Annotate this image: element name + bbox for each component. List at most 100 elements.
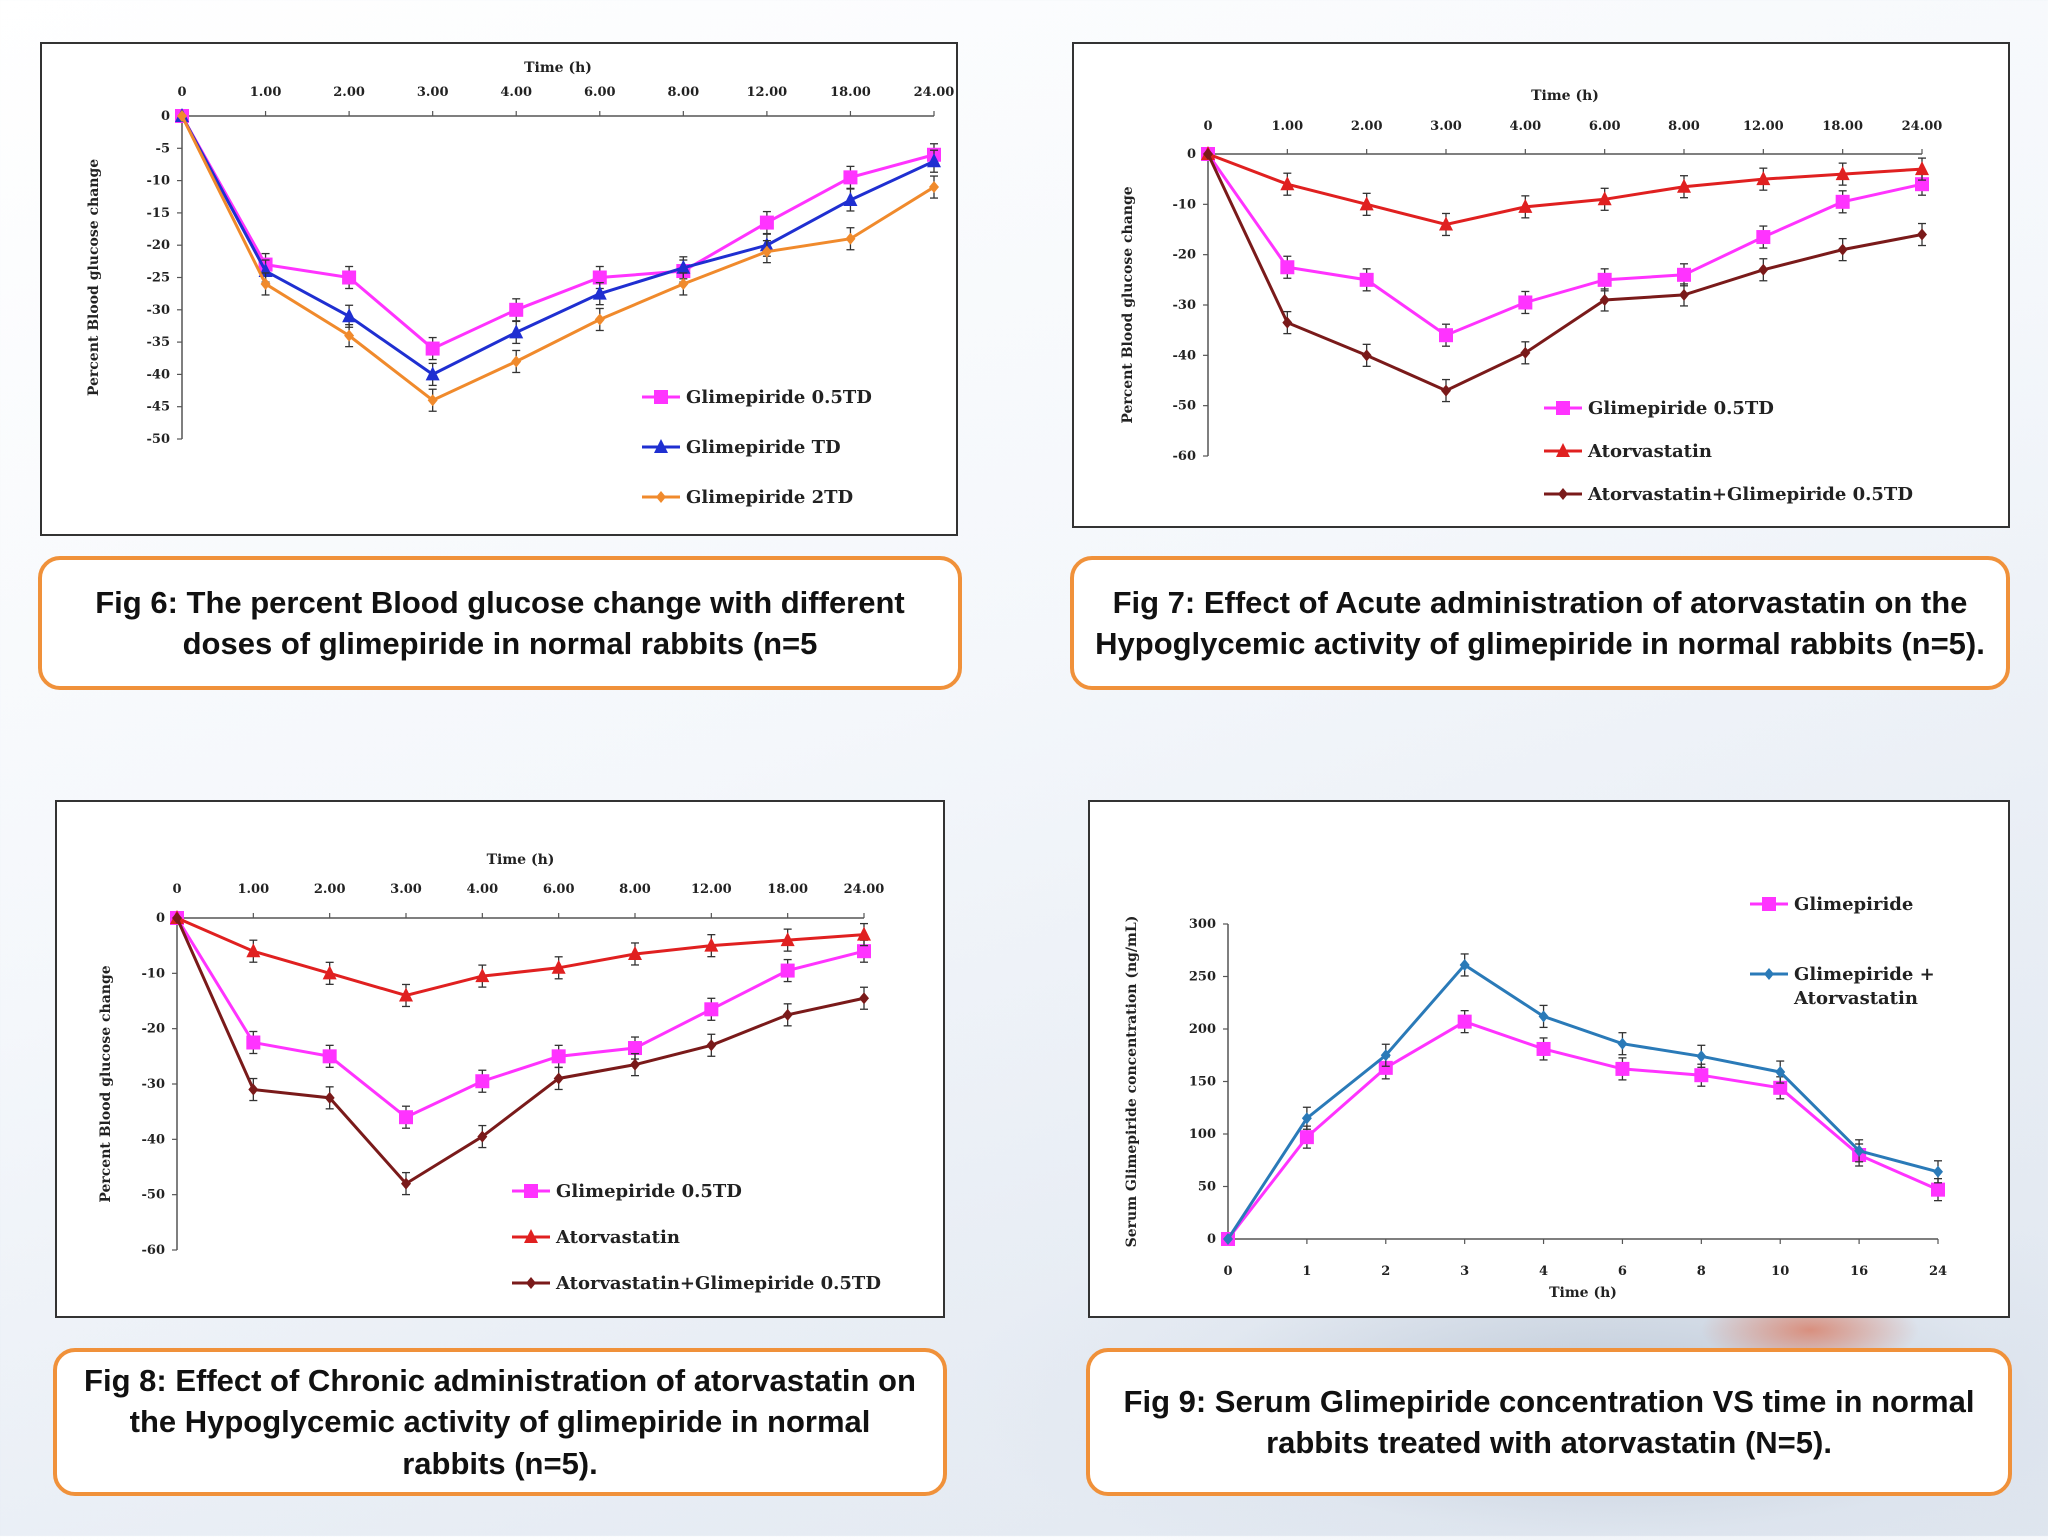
fig6-data-point (425, 366, 440, 381)
fig9-ytick-label: 250 (1189, 970, 1216, 985)
fig9-data-point (1536, 1041, 1551, 1056)
fig9-data-point (1933, 1165, 1943, 1178)
fig9-xtick-label: 4 (1539, 1264, 1548, 1279)
fig7-xtick-label: 8.00 (1668, 119, 1700, 134)
fig6-data-point (511, 355, 522, 368)
fig6-data-point (929, 181, 939, 194)
fig7-ytick-label: -50 (1173, 399, 1197, 414)
fig9-data-point (1459, 958, 1470, 971)
fig8-data-point (630, 1058, 640, 1071)
fig6-data-point (594, 313, 605, 326)
fig8-data-point (706, 1039, 717, 1052)
fig9-data-point (1615, 1061, 1630, 1076)
fig8-series-line (176, 916, 865, 998)
fig8-legend-marker (524, 1229, 538, 1243)
fig6-data-point (425, 341, 440, 356)
fig7-data-point (1758, 263, 1769, 276)
fig7-legend-label: Atorvastatin (1587, 441, 1712, 462)
fig7-data-point (1835, 194, 1850, 209)
fig6-data-point (843, 170, 858, 185)
fig7-ytick-label: -40 (1173, 348, 1197, 363)
fig6-ytick-label: -40 (147, 367, 171, 382)
fig6-x-title: Time (h) (524, 60, 592, 76)
fig8-ytick-label: -40 (142, 1132, 166, 1147)
fig8-xtick-label: 1.00 (237, 882, 269, 897)
fig6-xtick-label: 18.00 (830, 85, 871, 100)
fig6-ytick-label: -20 (147, 238, 171, 253)
fig8-data-point (246, 943, 261, 958)
fig8-data-point (475, 968, 490, 983)
fig9-legend-label: Glimepiride + (1794, 964, 1935, 985)
fig6-ytick-label: 0 (161, 109, 170, 124)
fig6-data-point (260, 277, 271, 290)
fig6-data-point (843, 191, 858, 206)
fig7-ytick-label: 0 (1187, 147, 1196, 162)
fig6-ytick-label: -35 (147, 335, 171, 350)
fig6-ytick-label: -45 (147, 400, 171, 415)
fig8-data-point (704, 1002, 719, 1017)
fig8-xtick-label: 3.00 (390, 882, 422, 897)
fig7-legend-marker (1558, 488, 1568, 500)
fig7-series-2 (1203, 148, 1927, 403)
fig9-plot: 0 50 100 150 200 250 300 0 1 2 3 4 6 8 10 16 24 Time (h) S… (1124, 894, 1947, 1301)
fig6-data-point (845, 232, 856, 245)
fig6-chart: 0 -5 -10 -15 -20 -25 -30 -35 -40 -45 -50 0 1.00 2.00 3… (40, 42, 958, 536)
fig8-plot: 0 -10 -20 -30 -40 -50 -60 0 1.00 2.00 3.00 4.00 6.00… (98, 852, 884, 1294)
fig8-xtick-label: 18.00 (767, 882, 808, 897)
fig8-data-point (475, 1074, 490, 1089)
fig7-data-point (1756, 230, 1771, 245)
fig9-data-point (1457, 1014, 1472, 1029)
fig7-data-point (1677, 267, 1691, 282)
fig6-data-point (177, 110, 187, 122)
fig8-caption: Fig 8: Effect of Chronic administration … (53, 1348, 947, 1496)
fig9-ytick-label: 50 (1198, 1180, 1216, 1195)
fig6-data-point (759, 215, 774, 230)
fig6-ytick-label: -50 (147, 432, 171, 447)
fig7-xtick-label: 1.00 (1271, 119, 1303, 134)
fig9-legend-marker (1762, 897, 1776, 911)
fig8-series-1 (170, 910, 871, 1008)
fig9-legend-label: Glimepiride (1794, 894, 1913, 915)
fig8-data-point (551, 959, 566, 974)
fig6-legend-marker (656, 491, 666, 503)
fig7-series-line (1206, 153, 1923, 393)
fig8-data-point (172, 912, 182, 924)
fig8-data-point (401, 1177, 411, 1190)
fig6-data-point (927, 153, 941, 168)
fig7-series-1 (1201, 146, 1929, 237)
fig9-xtick-label: 1 (1302, 1264, 1311, 1279)
fig7-data-point (1439, 328, 1453, 343)
fig6-data-point (342, 308, 357, 323)
fig6-series-line (180, 115, 935, 402)
fig9-data-point (1773, 1080, 1788, 1095)
fig6-series-2 (177, 110, 939, 412)
fig6-series-line (180, 115, 935, 377)
fig9-legend: Glimepiride Glimepiride + Atorvastatin (1750, 894, 1935, 1009)
fig9-data-point (1854, 1144, 1865, 1157)
fig9-xtick-label: 8 (1697, 1264, 1706, 1279)
fig6-series-0 (175, 109, 941, 361)
fig9-legend-label-cont: Atorvastatin (1793, 988, 1918, 1009)
fig7-series-line (1206, 153, 1923, 337)
fig6-y-title: Percent Blood glucose change (86, 159, 102, 396)
fig9-series-1 (1223, 953, 1943, 1245)
fig8-legend-marker (524, 1184, 538, 1198)
fig8-ytick-label: -60 (142, 1243, 166, 1258)
fig9-xtick-label: 2 (1381, 1264, 1390, 1279)
fig6-data-point (427, 394, 438, 407)
fig7-caption: Fig 7: Effect of Acute administration of… (1070, 556, 2010, 690)
fig9-data-point (1931, 1182, 1945, 1197)
fig7-data-point (1280, 260, 1295, 275)
fig7-data-point (1282, 316, 1293, 329)
fig6-legend-marker (654, 390, 668, 404)
fig7-xtick-label: 0 (1203, 119, 1212, 134)
fig6-data-point (509, 324, 524, 339)
fig8-ytick-label: 0 (156, 911, 165, 926)
fig6-data-point (509, 302, 524, 317)
fig8-data-point (246, 1035, 261, 1050)
fig9-legend-marker (1764, 968, 1774, 980)
fig7-data-point (1203, 148, 1213, 160)
fig6-xtick-label: 6.00 (584, 85, 616, 100)
fig8-legend-label: Atorvastatin (555, 1227, 680, 1248)
fig8-y-title: Percent Blood glucose change (98, 965, 114, 1202)
